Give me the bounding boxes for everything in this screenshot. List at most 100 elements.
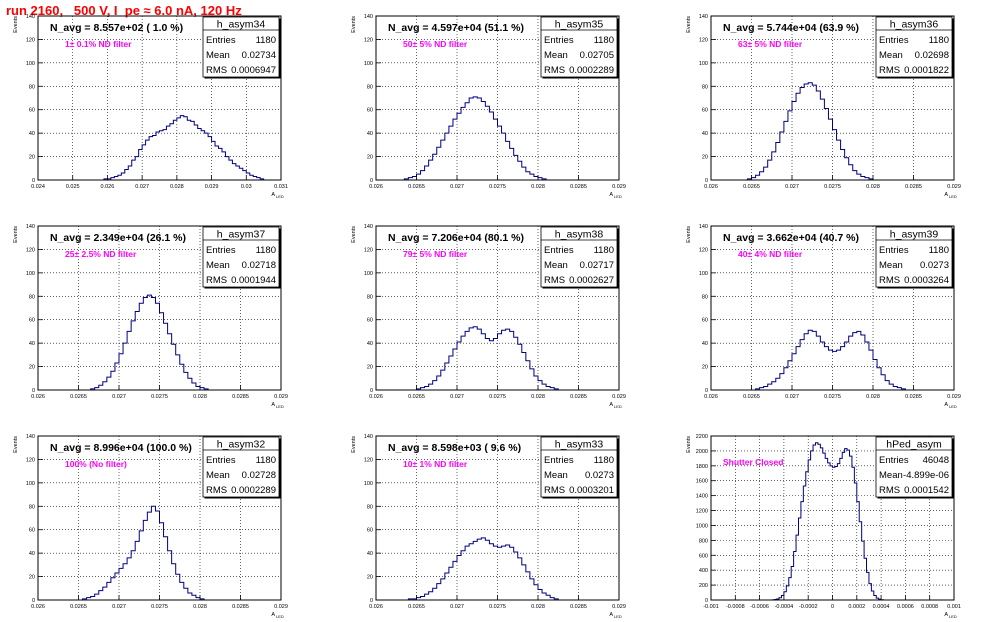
stats-value-rms: 0.0001822 [904, 65, 949, 76]
histogram-line [755, 329, 906, 390]
x-tick-label: 0.0265 [70, 394, 87, 400]
stats-label-entries: Entries [879, 245, 909, 256]
histogram-name: h_asym39 [890, 229, 939, 241]
histogram-panel-h_asym33: 0.026 0.0265 0.027 0.0275 0.028 0.0285 0.029 0 2… [351, 434, 626, 619]
y-tick-label: 40 [702, 341, 708, 347]
stats-label-rms: RMS [206, 275, 227, 286]
y-tick-label: 80 [367, 504, 373, 510]
x-tick-label: 0.027 [450, 604, 464, 610]
histogram-line [407, 537, 559, 600]
y-axis-label: Events [686, 226, 692, 243]
y-tick-label: 0 [32, 388, 35, 394]
x-tick-label: 0.0275 [489, 184, 506, 190]
x-axis-label: A [271, 612, 275, 618]
y-tick-label: 60 [367, 528, 373, 534]
y-tick-label: 80 [702, 84, 708, 90]
histogram-name: h_asym32 [217, 439, 266, 451]
y-tick-label: 1600 [696, 479, 708, 485]
x-tick-label: 0.0008 [921, 604, 938, 610]
x-tick-label: 0.0275 [824, 394, 841, 400]
histogram-panel-h_asym32: 0.026 0.0265 0.027 0.0275 0.028 0.0285 0.029 0 2… [13, 434, 288, 619]
stats-value-mean: -4.899e-06 [903, 470, 949, 481]
x-tick-label: 0.029 [612, 394, 626, 400]
y-tick-label: 60 [702, 108, 708, 114]
stats-label-entries: Entries [544, 455, 574, 466]
x-tick-label: 0.028 [531, 184, 545, 190]
stats-value-mean: 0.02734 [242, 50, 276, 61]
x-tick-label: 0.0275 [489, 604, 506, 610]
x-axis-label: A [609, 612, 613, 618]
x-tick-label: 0.028 [531, 394, 545, 400]
x-tick-label: 0.027 [785, 394, 799, 400]
histogram-panel-h_asym35: 0.026 0.0265 0.027 0.0275 0.028 0.0285 0.029 0 2… [351, 14, 626, 199]
x-tick-label: 0.0265 [408, 184, 425, 190]
x-axis-label: A [944, 402, 948, 408]
stats-box [540, 16, 618, 78]
histogram-panel-hPed_asym: -0.001 -0.0008 -0.0006 -0.0004 -0.0002 0 0.000… [686, 434, 961, 619]
filter-note: 63± 5% ND filter [738, 39, 803, 49]
stats-value-mean: 0.02717 [580, 260, 614, 271]
x-tick-label: 0.0275 [824, 184, 841, 190]
run-title: run 2160, 500 V, I_pe ≈ 6.0 nA, 120 Hz [6, 3, 242, 18]
x-tick-label: 0.0265 [743, 394, 760, 400]
x-axis-label-subscript: LED [949, 194, 957, 199]
y-tick-label: 1800 [696, 464, 708, 470]
x-tick-label: 0.029 [274, 394, 288, 400]
filter-note: 40± 4% ND filter [738, 249, 803, 259]
x-tick-label: 0 [831, 604, 834, 610]
stats-value-entries: 46048 [923, 455, 949, 466]
y-tick-label: 100 [26, 481, 35, 487]
y-tick-label: 20 [367, 365, 373, 371]
x-tick-label: 0.029 [205, 184, 219, 190]
y-tick-label: 60 [702, 318, 708, 324]
y-tick-label: 20 [702, 365, 708, 371]
y-tick-label: 140 [26, 434, 35, 440]
x-tick-label: 0.026 [704, 184, 718, 190]
x-tick-label: 0.028 [193, 604, 207, 610]
y-tick-label: 60 [367, 318, 373, 324]
x-tick-label: 0.028 [866, 394, 880, 400]
y-tick-label: 60 [29, 108, 35, 114]
filter-note: 79± 5% ND filter [403, 249, 468, 259]
stats-label-entries: Entries [879, 455, 909, 466]
y-tick-label: 1400 [696, 494, 708, 500]
y-tick-label: 80 [702, 294, 708, 300]
y-axis-label: Events [351, 226, 357, 243]
stats-value-rms: 0.0003264 [904, 275, 949, 286]
x-tick-label: 0.0285 [570, 184, 587, 190]
y-tick-label: 120 [26, 37, 35, 43]
x-axis-label-subscript: LED [614, 194, 622, 199]
y-tick-label: 20 [29, 365, 35, 371]
x-tick-label: -0.0006 [750, 604, 769, 610]
y-tick-label: 0 [705, 598, 708, 604]
x-tick-label: 0.026 [369, 184, 383, 190]
stats-label-mean: Mean [206, 50, 230, 61]
stats-label-mean: Mean [879, 260, 903, 271]
x-tick-label: 0.0275 [151, 604, 168, 610]
histogram-panel-h_asym34: 0.024 0.025 0.026 0.027 0.028 0.029 0.03 0.031 0… [13, 14, 288, 199]
filter-note: 25± 2.5% ND filter [65, 249, 137, 259]
y-tick-label: 140 [364, 14, 373, 20]
stats-label-rms: RMS [544, 485, 565, 496]
y-tick-label: 80 [367, 294, 373, 300]
histogram-panel-h_asym38: 0.026 0.0265 0.027 0.0275 0.028 0.0285 0.029 0 2… [351, 224, 626, 409]
y-axis-label: Events [351, 436, 357, 453]
stats-label-entries: Entries [544, 35, 574, 46]
x-tick-label: 0.027 [450, 394, 464, 400]
navg-label: N_avg = 7.206e+04 (80.1 %) [388, 232, 524, 244]
x-axis-label: A [609, 192, 613, 198]
stats-value-entries: 1180 [594, 455, 614, 466]
histogram-line [90, 294, 209, 390]
stats-value-rms: 0.0001542 [904, 485, 949, 496]
x-tick-label: 0.026 [101, 184, 115, 190]
y-tick-label: 1200 [696, 509, 708, 515]
x-tick-label: 0.0285 [905, 394, 922, 400]
y-tick-label: 200 [699, 583, 708, 589]
stats-label-rms: RMS [206, 65, 227, 76]
y-tick-label: 40 [29, 341, 35, 347]
y-tick-label: 60 [29, 528, 35, 534]
stats-label-entries: Entries [206, 455, 236, 466]
y-tick-label: 0 [32, 178, 35, 184]
stats-value-rms: 0.0001944 [231, 275, 276, 286]
